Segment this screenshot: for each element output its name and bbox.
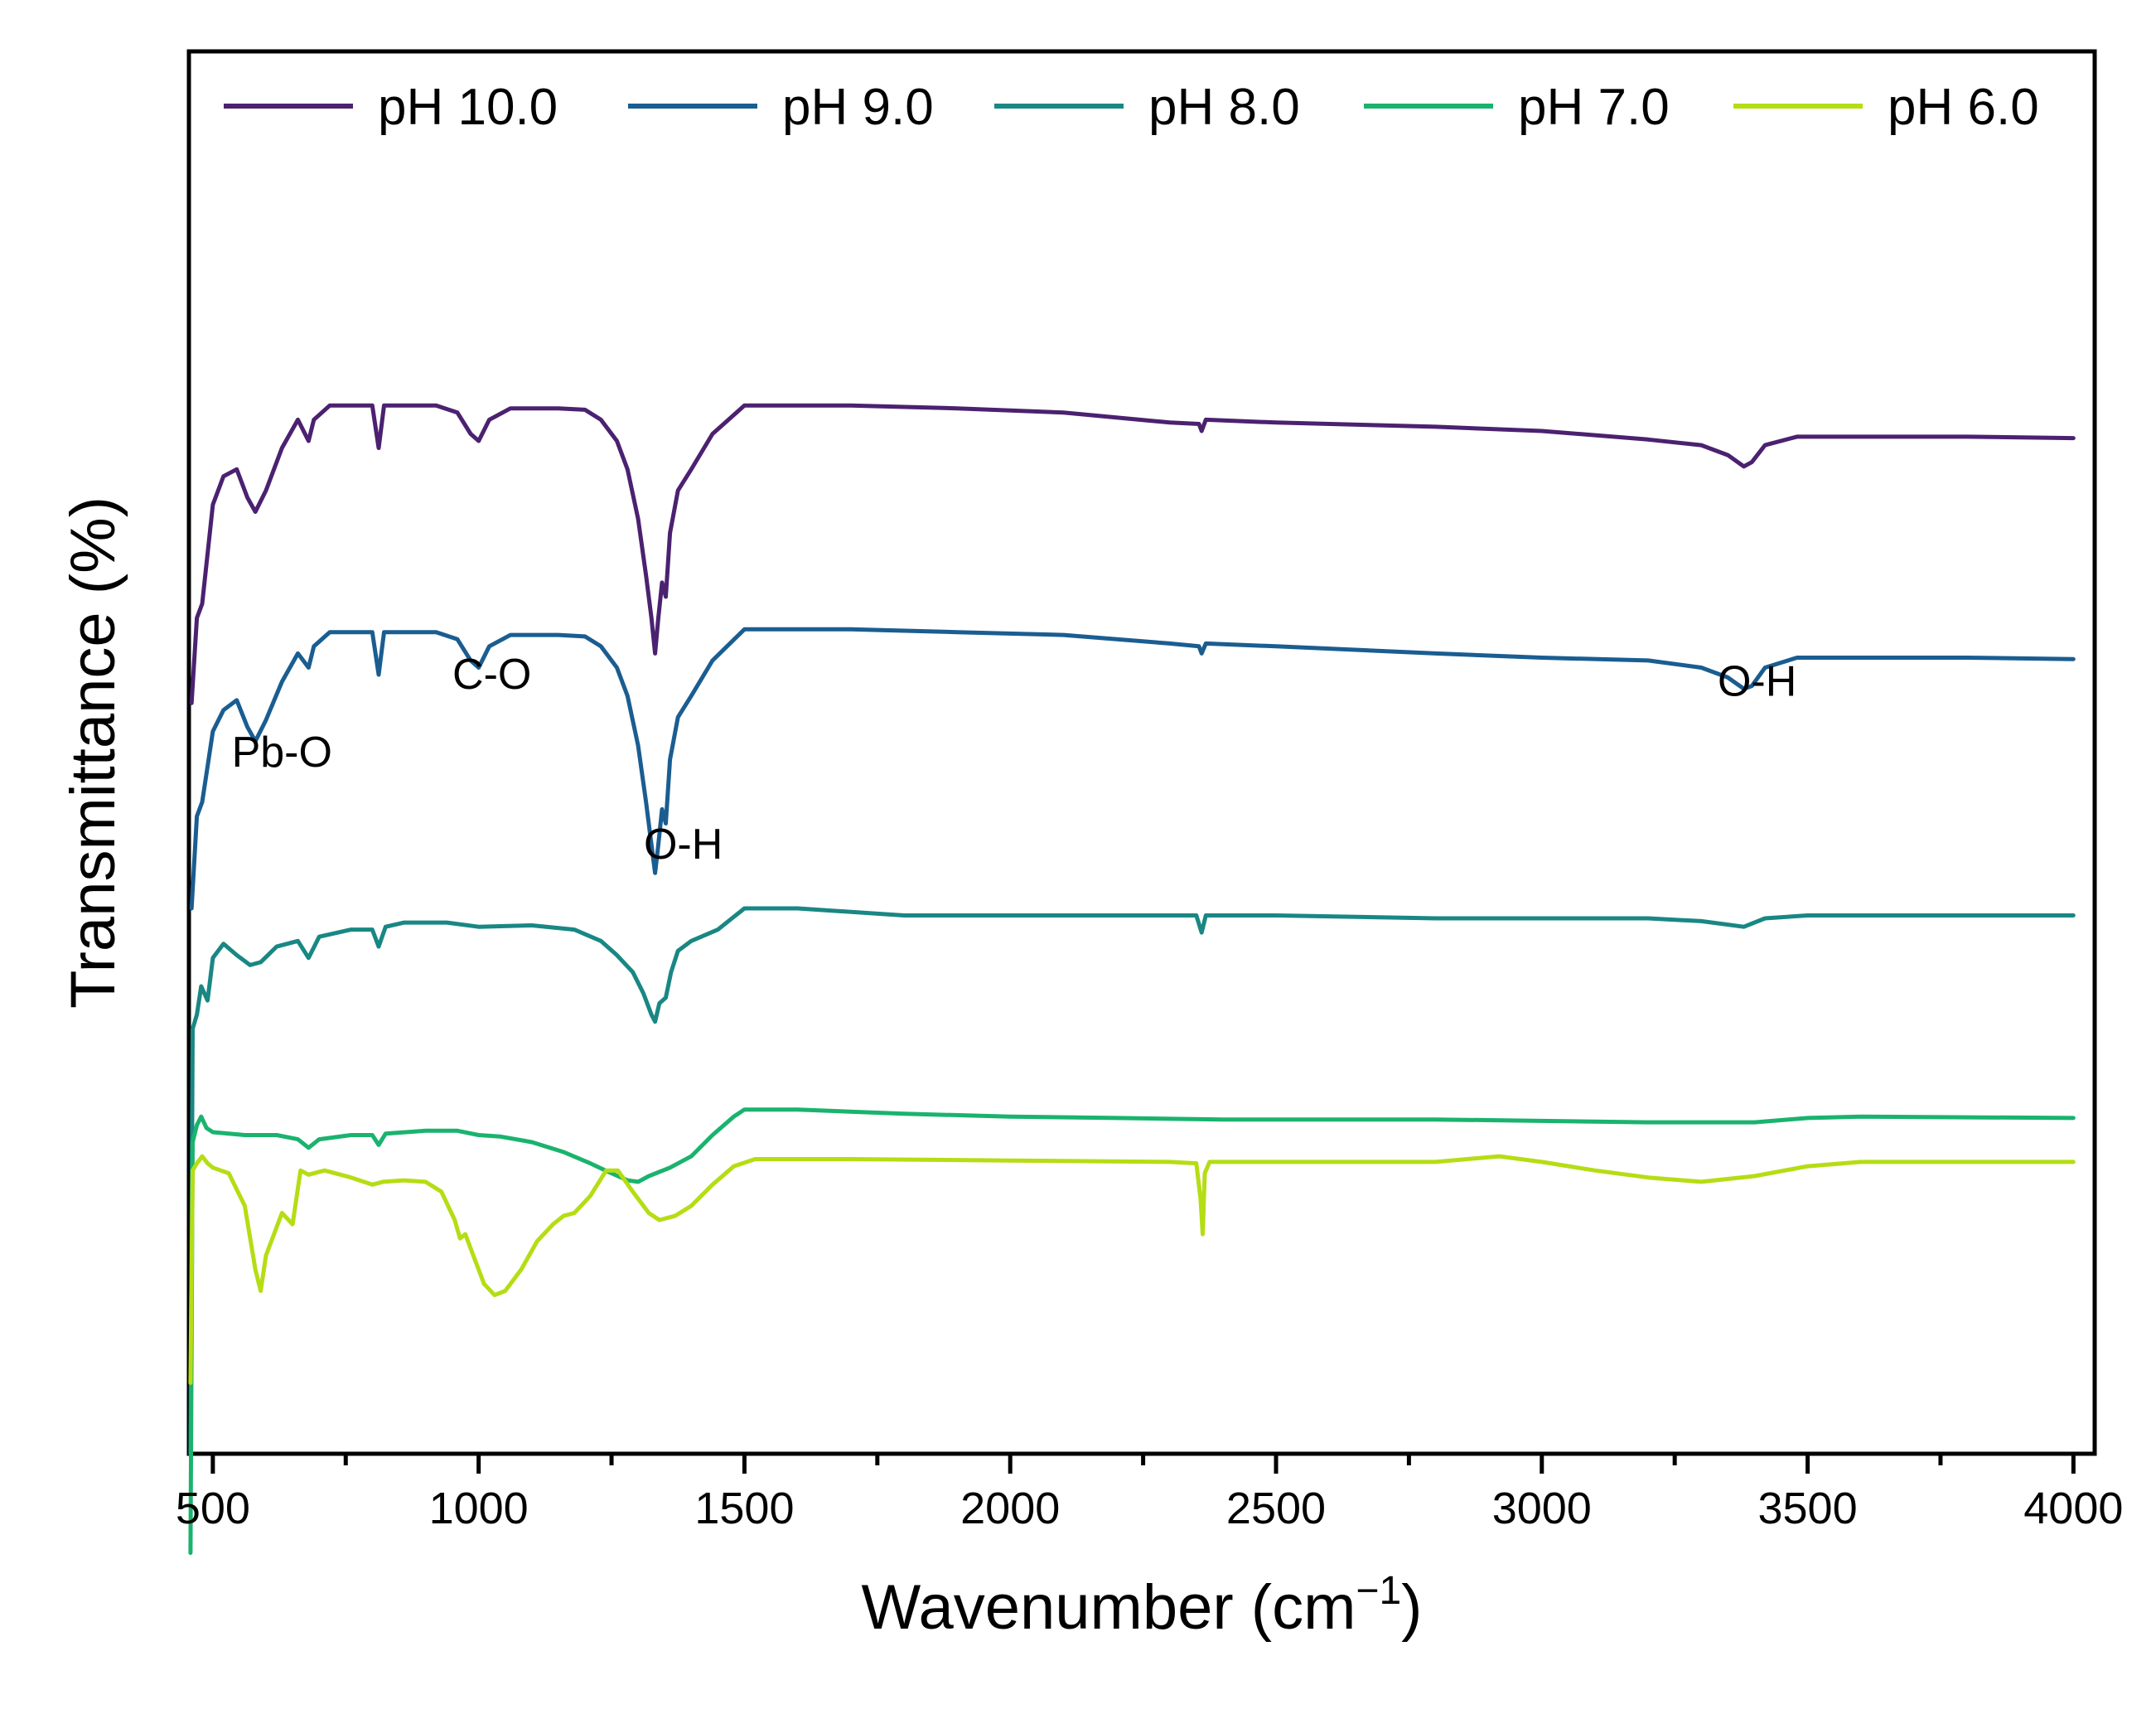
x-axis-ticks: 500 1000 1500 2000 2500 3000 3500 4000 [176, 1454, 2123, 1533]
legend-label-1: pH 9.0 [782, 79, 934, 136]
series-line-ph-6-0 [188, 1154, 2076, 1385]
series-line-ph-8-0 [188, 906, 2076, 1456]
annotation-c-o-1: C-O [452, 651, 531, 699]
x-tick-label-2500: 2500 [1226, 1484, 1326, 1533]
x-tick-label-2000: 2000 [960, 1484, 1060, 1533]
annotation-pb-o-0: Pb-O [232, 729, 332, 777]
x-axis-title-main: Wavenumber (cm [862, 1572, 1356, 1643]
plot-frame [186, 49, 2097, 1456]
x-tick-label-1000: 1000 [429, 1484, 529, 1533]
x-axis-title-close: ) [1401, 1572, 1422, 1643]
series-line-ph-9-0 [189, 627, 2076, 911]
x-tick-label-3500: 3500 [1757, 1484, 1857, 1533]
annotation-o-h-2: O-H [644, 821, 723, 869]
legend-label-2: pH 8.0 [1148, 79, 1300, 136]
x-tick-label-1500: 1500 [694, 1484, 794, 1533]
series-line-ph-10-0 [189, 403, 2076, 705]
x-tick-label-500: 500 [176, 1484, 250, 1533]
series-group [188, 403, 2076, 1556]
legend: pH 10.0 pH 9.0 pH 8.0 pH 7.0 pH 6.0 [224, 79, 2039, 136]
series-line-ph-7-0 [188, 1107, 2076, 1556]
legend-label-3: pH 7.0 [1518, 79, 1670, 136]
x-tick-label-3000: 3000 [1492, 1484, 1592, 1533]
annotation-o-h-3: O-H [1718, 658, 1796, 706]
legend-label-4: pH 6.0 [1888, 79, 2039, 136]
x-axis-title: Wavenumber (cm−1) [862, 1569, 1423, 1643]
x-axis-title-superscript: −1 [1356, 1569, 1401, 1613]
x-tick-label-4000: 4000 [2023, 1484, 2123, 1533]
legend-label-0: pH 10.0 [378, 79, 558, 136]
annotation-group: Pb-O C-O O-H O-H [232, 651, 1797, 869]
y-axis-title: Transmittance (%) [58, 496, 128, 1009]
